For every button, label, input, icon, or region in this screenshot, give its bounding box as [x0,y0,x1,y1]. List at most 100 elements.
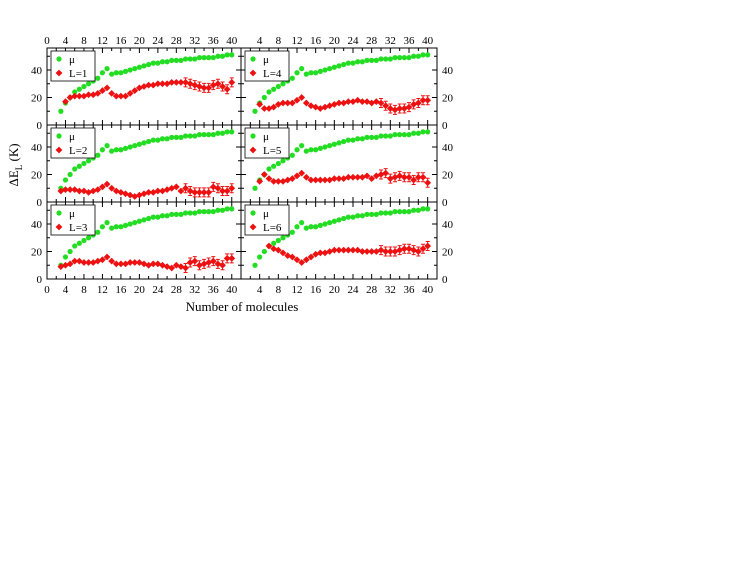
data-point-mu [99,70,106,76]
data-point-mu [415,207,421,213]
data-point-l5 [349,173,357,181]
data-point-mu [182,210,189,216]
data-point-l4 [302,99,310,107]
data-point-mu [122,222,129,228]
data-point-mu [252,262,258,268]
data-point-l1 [99,87,106,95]
data-point-mu [132,66,138,72]
data-point-mu [341,215,347,222]
x-tick-label: 36 [208,35,220,47]
legend-label-mu: μ [69,54,75,66]
data-point-mu [359,136,365,142]
data-point-mu [224,129,230,135]
data-point-l3 [103,253,111,261]
data-point-l3 [57,263,65,271]
y-tick-label: 20 [31,93,43,105]
data-point-mu [85,235,92,241]
y-tick-label: 0 [37,120,43,132]
data-point-mu [81,160,87,167]
data-point-mu [392,209,398,215]
data-point-mu [266,89,272,95]
data-point-l3 [108,257,116,265]
data-point-mu [308,224,314,230]
data-point-mu [67,248,73,255]
data-point-l1 [75,92,83,100]
data-point-l5 [321,176,329,184]
y-tick-label: 0 [37,197,43,209]
data-point-l3 [154,260,162,268]
x-tick-label: 32 [189,284,200,296]
data-point-mu [336,140,342,146]
data-point-l6 [368,248,376,255]
data-point-mu [215,130,221,136]
data-point-mu [327,143,333,149]
data-point-mu [406,132,412,138]
data-point-l5 [256,177,264,185]
data-point-mu [369,134,375,140]
data-point-mu [425,129,431,135]
data-point-mu [345,60,351,66]
data-point-mu [85,158,92,164]
legend-label-mu: μ [69,208,75,220]
data-point-mu [187,133,193,139]
data-point-mu [425,206,431,212]
x-tick-label: 12 [97,35,108,47]
data-point-mu [420,206,426,212]
data-point-mu [322,144,328,150]
data-point-l3 [140,260,148,268]
data-point-l2 [131,193,139,200]
data-point-mu [113,70,119,76]
x-tick-label: 32 [385,284,396,296]
data-point-mu [401,55,407,61]
data-point-mu [406,209,412,215]
x-tick-label: 40 [422,35,434,47]
data-point-l6 [316,249,324,257]
legend-marker-l [249,146,257,154]
data-point-l1 [103,84,111,92]
data-point-l3 [131,259,139,266]
data-point-mu [196,209,203,215]
data-point-mu [229,206,235,212]
data-point-l5 [260,171,268,178]
data-point-l4 [335,99,343,107]
x-tick-label: 16 [310,35,322,47]
data-point-mu [373,211,379,217]
data-point-mu [327,220,333,226]
x-tick-label: 8 [81,35,87,47]
data-point-mu [331,141,337,147]
data-point-mu [355,59,361,65]
data-point-mu [289,229,295,235]
data-point-l6 [349,246,357,254]
data-point-mu [364,134,370,140]
legend-marker-mu [250,56,256,62]
data-point-mu [178,57,184,63]
y-axis-title-sub: L [14,165,24,171]
data-point-mu [415,53,421,59]
data-point-mu [341,138,347,145]
data-point-l3 [89,259,97,266]
data-point-l4 [321,103,329,111]
data-point-mu [122,145,129,151]
data-point-mu [136,64,142,70]
data-point-l1 [85,91,92,99]
data-point-l3 [135,259,143,266]
data-point-l3 [80,259,88,266]
data-point-l4 [344,98,352,106]
data-point-mu [76,163,82,169]
data-point-mu [169,57,175,63]
data-point-mu [266,166,272,172]
data-point-l6 [298,259,306,266]
y-tick-label: 20 [31,170,43,182]
data-point-mu [192,210,198,216]
legend-box [244,50,290,82]
data-point-mu [369,211,375,217]
data-point-mu [178,211,184,217]
data-point-mu [113,147,119,153]
y-tick-label: 20 [442,93,454,105]
y-tick-label: 40 [31,65,43,77]
data-point-mu [387,210,393,216]
data-point-l3 [126,259,134,266]
data-point-mu [252,108,258,114]
data-point-mu [294,147,300,153]
